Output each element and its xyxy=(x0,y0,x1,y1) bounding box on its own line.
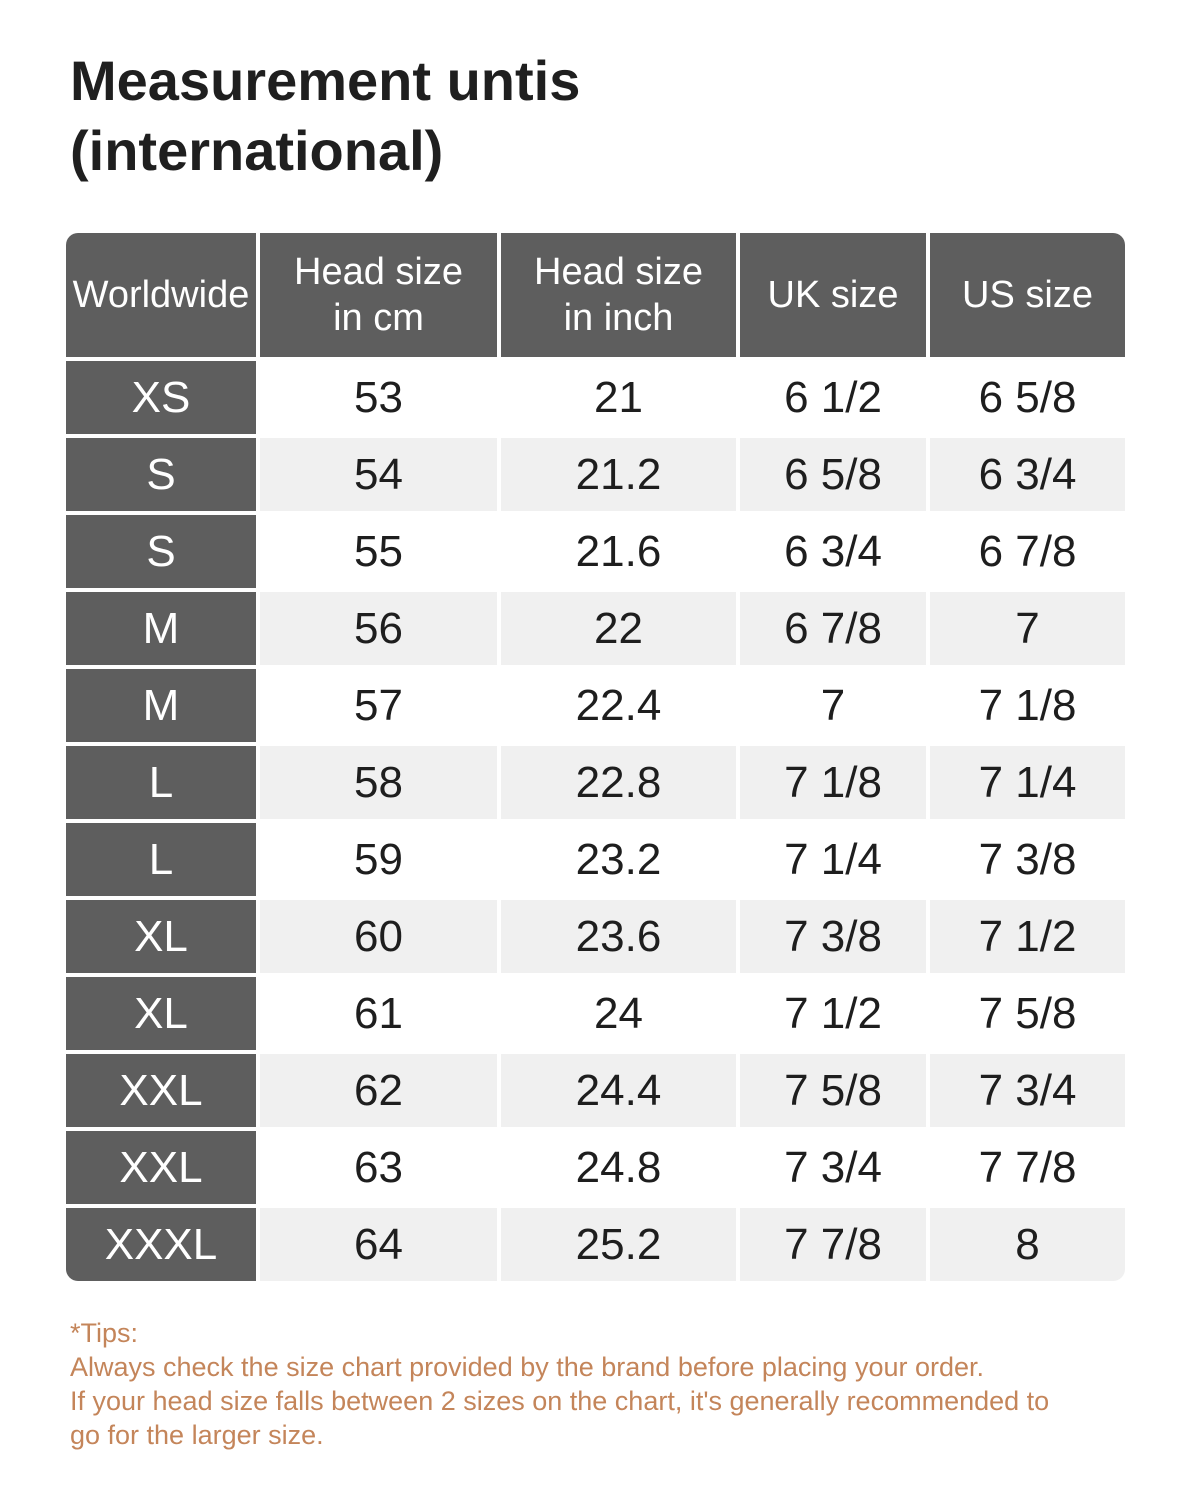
head-size-cm-cell: 60 xyxy=(260,900,497,973)
tips-heading: *Tips: xyxy=(70,1318,139,1348)
us-size-cell: 7 xyxy=(930,592,1125,665)
uk-size-cell: 7 1/4 xyxy=(740,823,926,896)
uk-size-cell: 6 7/8 xyxy=(740,592,926,665)
us-size-cell: 7 1/8 xyxy=(930,669,1125,742)
head-size-cm-cell: 64 xyxy=(260,1208,497,1281)
row-label: XS xyxy=(66,361,256,434)
us-size-cell: 7 1/4 xyxy=(930,746,1125,819)
column-header-us-size: US size xyxy=(930,233,1125,357)
head-size-inch-cell: 23.2 xyxy=(501,823,736,896)
head-size-cm-cell: 58 xyxy=(260,746,497,819)
row-label: XXL xyxy=(66,1131,256,1204)
us-size-cell: 7 3/8 xyxy=(930,823,1125,896)
column-header-uk-size: UK size xyxy=(740,233,926,357)
head-size-cm-cell: 56 xyxy=(260,592,497,665)
uk-size-cell: 7 3/4 xyxy=(740,1131,926,1204)
row-label: XXXL xyxy=(66,1208,256,1281)
us-size-cell: 7 1/2 xyxy=(930,900,1125,973)
size-table: Worldwide Head size in cm Head size in i… xyxy=(66,233,1125,1281)
us-size-cell: 7 5/8 xyxy=(930,977,1125,1050)
head-size-inch-cell: 21.6 xyxy=(501,515,736,588)
uk-size-cell: 6 5/8 xyxy=(740,438,926,511)
uk-size-cell: 7 xyxy=(740,669,926,742)
row-label: M xyxy=(66,592,256,665)
row-label: XL xyxy=(66,900,256,973)
head-size-cm-cell: 62 xyxy=(260,1054,497,1127)
us-size-cell: 6 7/8 xyxy=(930,515,1125,588)
head-size-cm-cell: 59 xyxy=(260,823,497,896)
column-header-worldwide: Worldwide xyxy=(66,233,256,357)
head-size-cm-cell: 61 xyxy=(260,977,497,1050)
uk-size-cell: 7 1/2 xyxy=(740,977,926,1050)
row-label: L xyxy=(66,823,256,896)
us-size-cell: 7 3/4 xyxy=(930,1054,1125,1127)
row-label: XXL xyxy=(66,1054,256,1127)
head-size-inch-cell: 24.4 xyxy=(501,1054,736,1127)
head-size-inch-cell: 22.8 xyxy=(501,746,736,819)
uk-size-cell: 7 7/8 xyxy=(740,1208,926,1281)
page-title: Measurement untis (international) xyxy=(70,49,581,182)
head-size-cm-cell: 54 xyxy=(260,438,497,511)
column-header-head-size-inch: Head size in inch xyxy=(501,233,736,357)
us-size-cell: 6 3/4 xyxy=(930,438,1125,511)
head-size-inch-cell: 22 xyxy=(501,592,736,665)
us-size-cell: 7 7/8 xyxy=(930,1131,1125,1204)
head-size-inch-cell: 22.4 xyxy=(501,669,736,742)
row-label: S xyxy=(66,438,256,511)
uk-size-cell: 6 3/4 xyxy=(740,515,926,588)
head-size-cm-cell: 57 xyxy=(260,669,497,742)
tips-body: Always check the size chart provided by … xyxy=(70,1352,1050,1450)
head-size-inch-cell: 24 xyxy=(501,977,736,1050)
head-size-inch-cell: 24.8 xyxy=(501,1131,736,1204)
head-size-cm-cell: 53 xyxy=(260,361,497,434)
head-size-inch-cell: 21.2 xyxy=(501,438,736,511)
head-size-inch-cell: 25.2 xyxy=(501,1208,736,1281)
head-size-cm-cell: 55 xyxy=(260,515,497,588)
us-size-cell: 6 5/8 xyxy=(930,361,1125,434)
head-size-inch-cell: 21 xyxy=(501,361,736,434)
uk-size-cell: 7 1/8 xyxy=(740,746,926,819)
row-label: M xyxy=(66,669,256,742)
uk-size-cell: 7 3/8 xyxy=(740,900,926,973)
head-size-inch-cell: 23.6 xyxy=(501,900,736,973)
row-label: XL xyxy=(66,977,256,1050)
uk-size-cell: 7 5/8 xyxy=(740,1054,926,1127)
row-label: L xyxy=(66,746,256,819)
column-header-head-size-cm: Head size in cm xyxy=(260,233,497,357)
head-size-cm-cell: 63 xyxy=(260,1131,497,1204)
uk-size-cell: 6 1/2 xyxy=(740,361,926,434)
tips-note: *Tips: Always check the size chart provi… xyxy=(70,1316,1140,1452)
row-label: S xyxy=(66,515,256,588)
us-size-cell: 8 xyxy=(930,1208,1125,1281)
